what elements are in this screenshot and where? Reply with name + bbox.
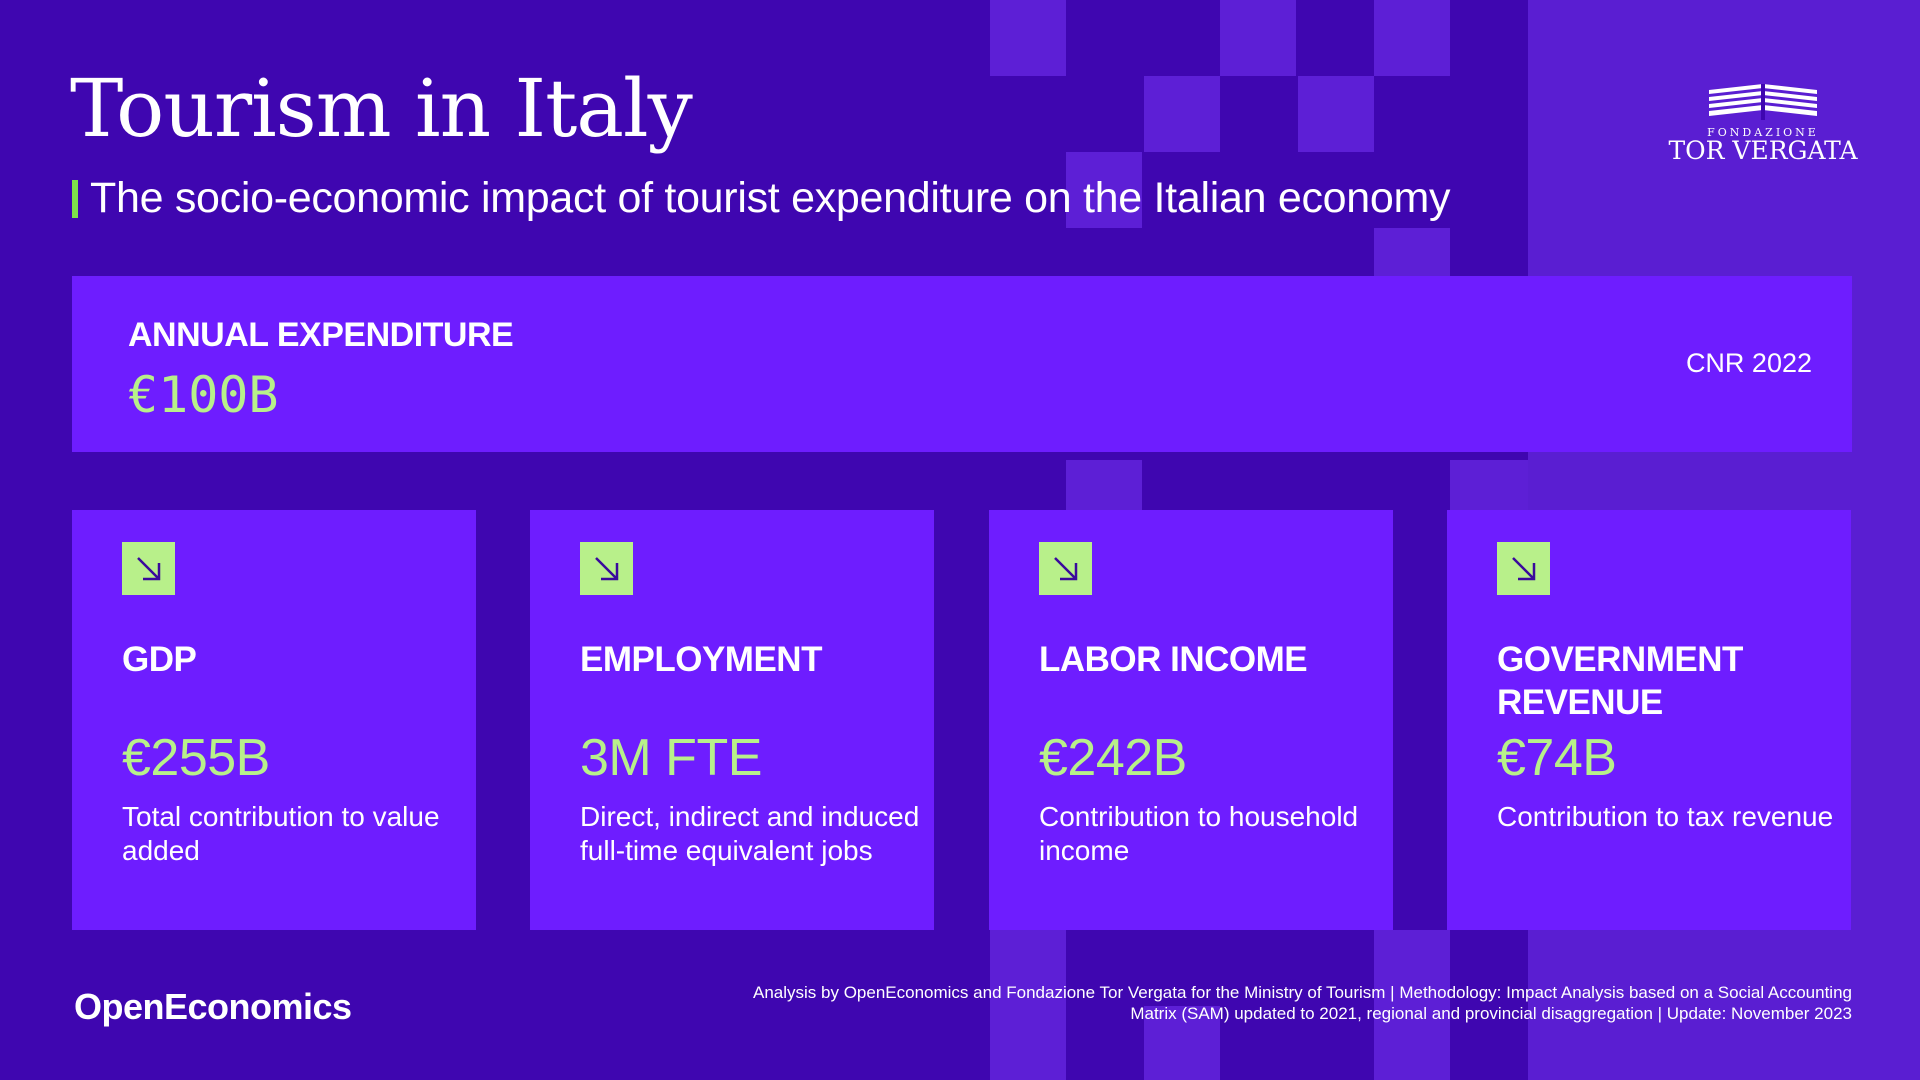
card-value: 3M FTE [580,729,762,787]
page-subtitle: The socio-economic impact of tourist exp… [90,174,1451,222]
background-square [1144,1006,1220,1080]
openeconomics-logo: OpenEconomics [74,986,352,1027]
page-title: Tourism in Italy [70,62,693,155]
tor-vergata-logo: FONDAZIONE TOR VERGATA [1668,80,1858,170]
background-square [990,0,1066,76]
subtitle-accent-bar [72,179,78,218]
subtitle-row: The socio-economic impact of tourist exp… [72,174,1451,223]
background-square [1374,0,1450,76]
expenditure-label: ANNUAL EXPENDITURE [128,316,514,354]
logo-small-text: FONDAZIONE [1707,126,1819,139]
arrow-down-right-icon [122,542,175,595]
card-description: Total contribution to value added [122,801,440,866]
card-employment: EMPLOYMENT 3M FTE Direct, indirect and i… [530,510,934,930]
arrow-down-right-icon [1039,542,1092,595]
background-square [1220,0,1296,76]
card-title: LABOR INCOME [1039,640,1308,679]
card-gdp: GDP €255B Total contribution to value ad… [72,510,476,930]
card-value: €255B [122,729,270,787]
card-title: GOVERNMENT REVENUE [1497,640,1743,722]
background-square [1374,930,1450,1080]
expenditure-value: €100B [128,366,279,424]
background-square [1066,460,1142,510]
card-description: Contribution to tax revenue [1497,801,1834,832]
arrow-down-right-icon [1497,542,1550,595]
card-title: EMPLOYMENT [580,640,822,679]
card-description: Contribution to household income [1039,801,1359,866]
card-title: GDP [122,640,197,679]
card-labor-income: LABOR INCOME €242B Contribution to house… [989,510,1393,930]
footer-note: Analysis by OpenEconomics and Fondazione… [753,983,1852,1023]
card-value: €242B [1039,729,1187,787]
building-logo-icon [1709,84,1817,120]
background-square [990,930,1066,1080]
annual-expenditure-panel: ANNUAL EXPENDITURE €100B CNR 2022 [72,276,1852,452]
background-square [1144,76,1220,152]
logo-big-text: TOR VERGATA [1668,136,1858,165]
expenditure-source: CNR 2022 [1685,348,1812,378]
card-description: Direct, indirect and induced full-time e… [580,801,920,866]
background-square [1450,460,1528,510]
background-square [1298,76,1374,152]
arrow-down-right-icon [580,542,633,595]
card-value: €74B [1497,729,1617,787]
background-square [1066,152,1142,228]
card-government-revenue: GOVERNMENT REVENUE €74B Contribution to … [1447,510,1851,930]
